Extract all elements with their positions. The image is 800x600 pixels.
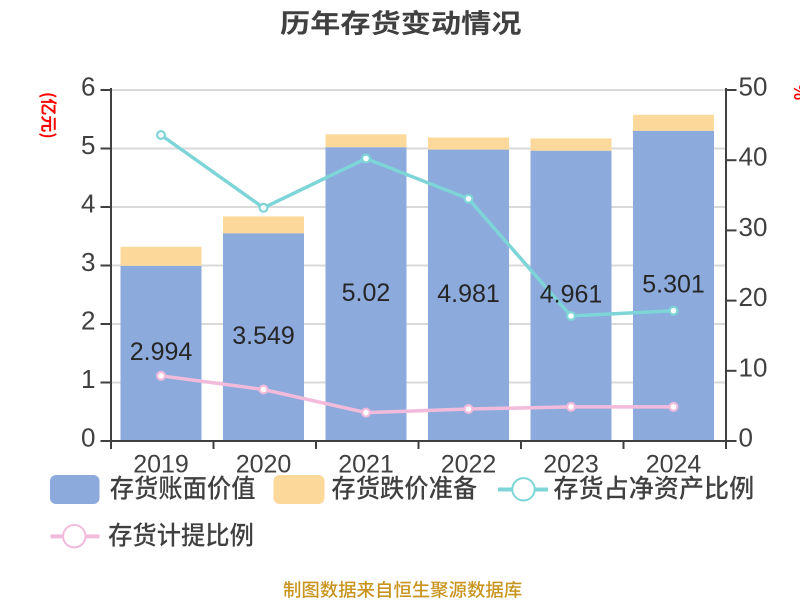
svg-text:2024: 2024 [646,451,702,479]
svg-text:5: 5 [81,130,95,160]
svg-text:1: 1 [81,364,95,394]
svg-text:4: 4 [81,189,95,219]
svg-text:2022: 2022 [441,451,497,479]
svg-text:6: 6 [81,72,95,102]
svg-text:30: 30 [739,212,768,242]
svg-text:4.981: 4.981 [437,280,500,308]
svg-text:3: 3 [81,247,95,277]
svg-text:2019: 2019 [133,451,189,479]
svg-text:2: 2 [81,306,95,336]
svg-text:2.994: 2.994 [130,338,193,366]
svg-text:10: 10 [739,352,768,382]
svg-text:20: 20 [739,282,768,312]
svg-text:4.961: 4.961 [540,281,603,309]
svg-text:3.549: 3.549 [232,322,295,350]
svg-text:50: 50 [739,72,768,102]
svg-text:40: 40 [739,142,768,172]
svg-text:0: 0 [81,423,95,453]
svg-text:5.02: 5.02 [342,279,391,307]
svg-text:0: 0 [739,423,753,453]
svg-text:2023: 2023 [543,451,599,479]
svg-text:5.301: 5.301 [642,271,705,299]
svg-text:2021: 2021 [338,451,394,479]
svg-text:2020: 2020 [236,451,292,479]
